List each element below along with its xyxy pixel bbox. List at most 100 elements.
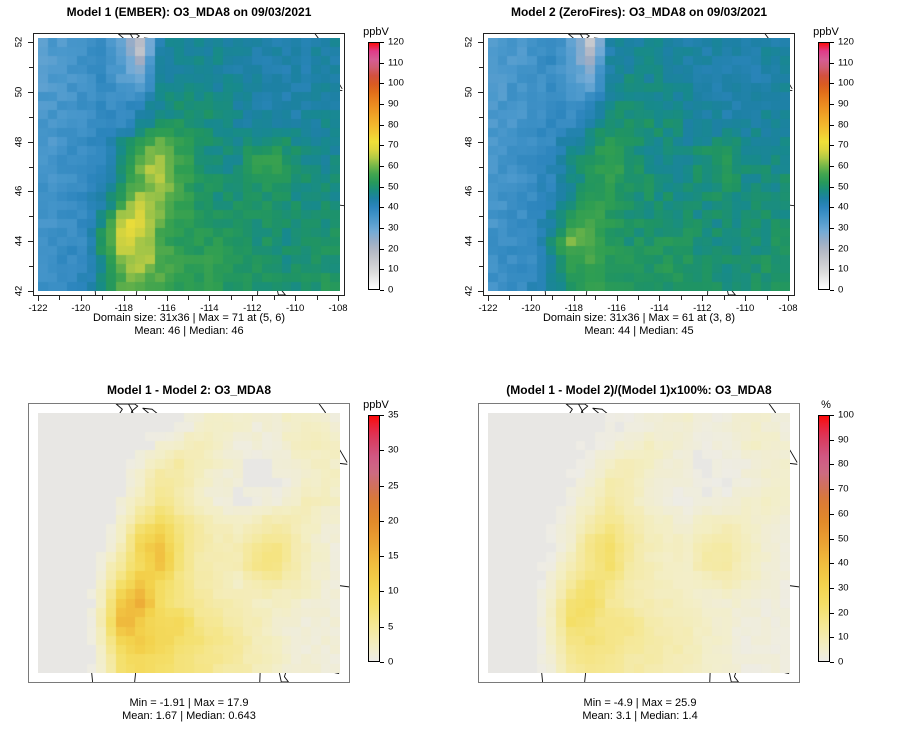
colorbar-tick [830,248,834,250]
panel3-title: Model 1 - Model 2: O3_MDA8 [106,383,272,397]
x-axis-tick-label: -118 [114,303,133,314]
panel3-stats-line2: Mean: 1.67 | Median: 0.643 [122,710,256,722]
panel1-raster-map [38,38,340,291]
colorbar-tick-label: 0 [388,284,394,296]
colorbar-tick [380,290,384,291]
x-axis-tick [252,296,254,301]
y-axis-tick-label: 44 [463,235,475,247]
x-axis-tick-label: -120 [71,303,91,314]
y-axis-tick-label: 52 [13,36,25,48]
x-axis-tick [338,296,340,301]
colorbar-tick [380,104,384,105]
colorbar-tick [830,228,834,229]
colorbar-tick [380,186,384,188]
colorbar-tick-label: 30 [388,444,399,456]
panel3-colorbar-unit: ppbV [363,399,389,411]
colorbar-tick [380,145,384,147]
x-axis-tick [209,296,211,301]
colorbar-tick-label: 15 [388,550,399,562]
colorbar-tick-label: 60 [838,508,849,520]
x-axis-tick-label: -108 [778,303,798,314]
panel2-stats-line2: Mean: 44 | Median: 45 [584,325,694,337]
y-axis-tick [478,141,483,143]
colorbar-tick-label: 40 [838,557,849,569]
x-axis-tick-label: -118 [564,303,583,314]
colorbar-tick-label: 0 [838,284,844,296]
x-axis-tick [702,296,704,301]
y-axis-minor-tick [29,166,33,168]
colorbar-tick [830,439,834,441]
colorbar-tick-label: 80 [838,119,849,131]
colorbar-tick-label: 30 [838,222,849,234]
panel4-stats-line2: Mean: 3.1 | Median: 1.4 [582,710,698,722]
y-axis-tick-label: 42 [13,285,25,297]
colorbar-tick-label: 40 [388,201,399,213]
colorbar-tick [380,62,384,64]
y-axis-tick [478,291,483,292]
colorbar-tick [380,228,384,229]
colorbar-tick [830,166,834,167]
x-axis-minor-tick [59,296,61,300]
y-axis-tick [28,42,33,43]
colorbar-tick [380,556,384,558]
x-axis-tick [745,296,747,301]
y-axis-tick-label: 46 [463,186,475,197]
y-axis-tick [28,191,33,193]
panel1-stats-line1: Domain size: 31x36 | Max = 71 at (5, 6) [92,312,286,324]
colorbar-tick [380,42,384,43]
colorbar-tick-label: 10 [838,631,849,643]
x-axis-tick-label: -114 [650,303,669,314]
colorbar-tick [830,538,834,540]
x-axis-tick-label: -116 [607,303,626,314]
colorbar-tick [380,83,384,85]
colorbar-tick-label: 0 [838,656,844,668]
colorbar-tick [830,62,834,64]
colorbar-tick-label: 25 [388,480,399,492]
colorbar-tick-label: 50 [838,181,849,193]
y-axis-tick [28,291,33,292]
y-axis-tick-label: 52 [463,36,475,48]
colorbar-tick-label: 100 [838,409,854,421]
y-axis-tick-label: 46 [13,186,25,197]
colorbar-tick [830,83,834,85]
x-axis-tick-label: -110 [286,303,305,314]
x-axis-tick [616,296,618,301]
panel1-stats-line2: Mean: 46 | Median: 46 [134,325,244,337]
colorbar-tick [830,124,834,126]
colorbar-tick [830,207,834,209]
colorbar-tick [380,248,384,250]
panel3-raster-map [38,413,340,673]
x-axis-minor-tick [273,296,275,300]
x-axis-minor-tick [230,296,232,300]
colorbar-tick [830,186,834,188]
x-axis-tick-label: -114 [200,303,219,314]
x-axis-tick [123,296,125,301]
x-axis-tick-label: -112 [693,303,712,314]
colorbar-tick [830,269,834,271]
x-axis-tick-label: -112 [243,303,262,314]
x-axis-tick-label: -110 [736,303,755,314]
colorbar-tick-label: 20 [838,607,849,619]
x-axis-tick-label: -122 [28,303,48,314]
colorbar-tick [380,662,384,663]
colorbar-tick [380,415,384,416]
panel2-colorbar-unit: ppbV [813,26,839,38]
x-axis-tick [788,296,790,301]
colorbar-tick [830,290,834,291]
colorbar-tick [830,563,834,565]
panel2-colorbar [818,42,830,290]
x-axis-tick [38,296,39,301]
colorbar-tick-label: 90 [838,434,849,446]
x-axis-minor-tick [145,296,147,300]
colorbar-tick-label: 50 [838,533,849,544]
colorbar-tick-label: 110 [388,57,404,69]
y-axis-minor-tick [29,216,33,218]
colorbar-tick [830,464,834,466]
panel1-colorbar [368,42,380,290]
panel3-stats-line1: Min = -1.91 | Max = 17.9 [129,697,249,709]
colorbar-tick-label: 70 [838,139,849,151]
y-axis-minor-tick [479,166,483,168]
colorbar-tick-label: 30 [388,222,399,234]
colorbar-tick-label: 35 [388,409,399,421]
y-axis-minor-tick [29,66,33,68]
